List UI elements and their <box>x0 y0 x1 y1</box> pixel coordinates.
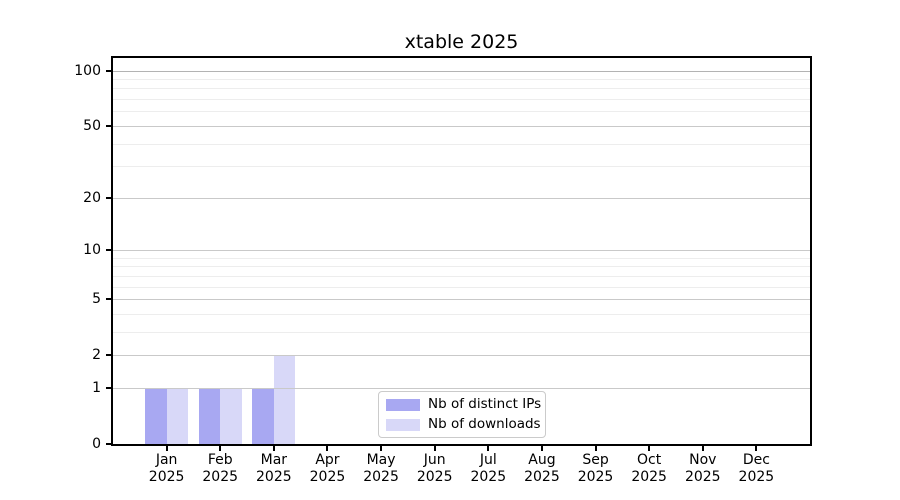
y-tick-20 <box>106 196 111 199</box>
x-tick-label-mar-2025: Mar 2025 <box>256 452 292 485</box>
legend-label-distinct-ips: Nb of distinct IPs <box>428 396 542 412</box>
bar-nb-of-downloads-jan-2025 <box>166 387 189 444</box>
x-tick-label-apr-2025: Apr 2025 <box>309 452 346 485</box>
y-tick-100 <box>106 69 111 72</box>
legend-entry-distinct-ips: Nb of distinct IPs <box>386 397 545 412</box>
y-tick-label-20: 20 <box>83 189 101 206</box>
x-tick-aug-2025 <box>540 446 543 451</box>
legend: Nb of distinct IPs Nb of downloads <box>378 391 546 438</box>
x-tick-label-feb-2025: Feb 2025 <box>202 452 239 485</box>
bar-nb-of-distinct-ips-jan-2025 <box>145 387 167 444</box>
x-tick-may-2025 <box>380 446 383 451</box>
legend-entry-downloads: Nb of downloads <box>386 417 545 432</box>
x-tick-label-jan-2025: Jan 2025 <box>148 452 185 485</box>
y-tick-label-0: 0 <box>92 436 101 452</box>
x-tick-mar-2025 <box>272 446 275 451</box>
bar-nb-of-distinct-ips-mar-2025 <box>252 387 274 444</box>
x-tick-oct-2025 <box>648 446 651 451</box>
y-tick-label-50: 50 <box>83 117 101 134</box>
legend-swatch-downloads <box>386 418 420 431</box>
x-tick-label-aug-2025: Aug 2025 <box>524 452 560 485</box>
x-tick-nov-2025 <box>701 446 704 451</box>
x-tick-jul-2025 <box>487 446 490 451</box>
x-tick-jun-2025 <box>433 446 436 451</box>
x-tick-label-sep-2025: Sep 2025 <box>577 452 614 485</box>
y-tick-label-1: 1 <box>92 379 101 396</box>
x-tick-label-dec-2025: Dec 2025 <box>738 452 775 485</box>
y-tick-label-100: 100 <box>74 62 101 79</box>
bar-nb-of-downloads-mar-2025 <box>273 355 296 444</box>
x-tick-label-jun-2025: Jun 2025 <box>416 452 453 485</box>
x-tick-label-nov-2025: Nov 2025 <box>684 452 721 485</box>
bar-nb-of-distinct-ips-feb-2025 <box>198 387 221 444</box>
y-tick-label-2: 2 <box>92 347 101 364</box>
x-tick-feb-2025 <box>219 446 222 451</box>
chart-title: xtable 2025 <box>404 31 519 53</box>
y-tick-2 <box>106 354 111 357</box>
plot-area <box>111 56 812 446</box>
y-tick-0 <box>106 443 111 445</box>
y-tick-5 <box>106 298 111 301</box>
x-tick-apr-2025 <box>326 446 329 451</box>
x-tick-label-oct-2025: Oct 2025 <box>631 452 667 485</box>
legend-swatch-distinct-ips <box>386 398 420 411</box>
bars-layer <box>113 58 810 444</box>
x-tick-sep-2025 <box>594 446 597 451</box>
y-tick-10 <box>106 248 111 251</box>
y-tick-1 <box>106 386 111 389</box>
x-tick-dec-2025 <box>755 446 758 451</box>
y-tick-50 <box>106 124 111 127</box>
legend-label-downloads: Nb of downloads <box>428 416 541 432</box>
x-tick-jan-2025 <box>165 446 168 451</box>
x-tick-label-may-2025: May 2025 <box>363 452 399 485</box>
y-tick-label-5: 5 <box>92 291 101 308</box>
bar-nb-of-downloads-feb-2025 <box>220 387 242 444</box>
x-tick-label-jul-2025: Jul 2025 <box>470 452 507 485</box>
y-tick-label-10: 10 <box>83 241 101 258</box>
